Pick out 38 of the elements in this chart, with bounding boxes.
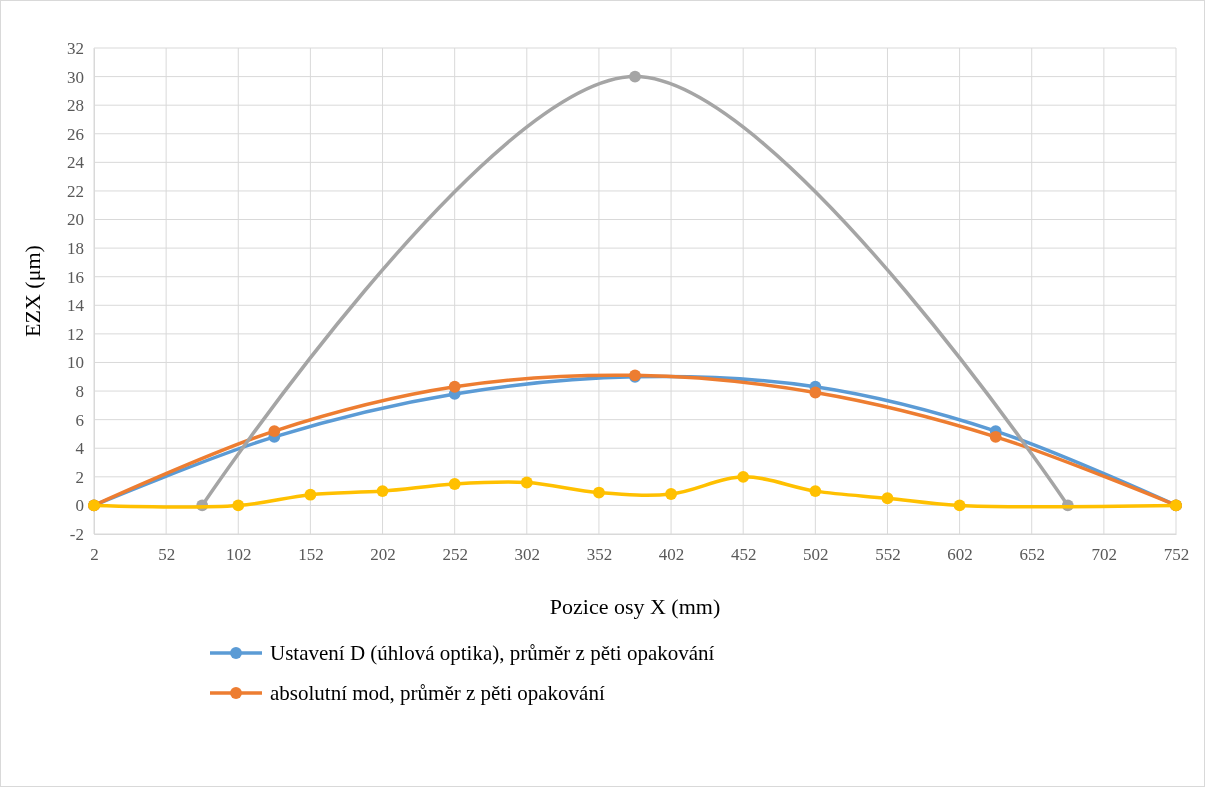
y-tick-label: 32 <box>67 38 84 58</box>
x-tick-label: 302 <box>514 545 541 565</box>
y-tick-label: -2 <box>69 524 84 544</box>
x-tick-label: 502 <box>803 545 829 565</box>
y-tick-label: 8 <box>75 382 84 401</box>
y-axis-title: EZX (μm) <box>20 245 45 337</box>
x-tick-label: 602 <box>947 545 973 565</box>
x-tick-label: 402 <box>658 545 685 565</box>
y-tick-label: 14 <box>67 296 85 316</box>
x-tick-label: 552 <box>875 545 901 565</box>
x-tick-label: 52 <box>158 545 176 565</box>
x-tick-label: 102 <box>226 545 252 565</box>
x-tick-label: 352 <box>586 545 613 565</box>
x-tick-label: 152 <box>298 545 324 565</box>
y-tick-label: 16 <box>67 267 84 287</box>
y-tick-label: 28 <box>67 96 84 116</box>
legend-label: Ustavení D (úhlová optika), průměr z pěti opakování <box>270 641 715 665</box>
y-tick-label: 20 <box>67 210 84 230</box>
y-tick-label: 24 <box>67 153 85 173</box>
y-tick-label: 12 <box>67 324 84 344</box>
x-tick-label: 452 <box>730 545 757 565</box>
y-tick-label: 6 <box>75 410 84 430</box>
y-tick-label: 22 <box>67 181 84 201</box>
y-tick-label: 10 <box>67 353 84 373</box>
y-tick-label: 2 <box>75 467 84 487</box>
x-tick-label: 752 <box>1163 545 1190 565</box>
x-tick-label: 252 <box>442 545 468 565</box>
x-axis-title: Pozice osy X (mm) <box>549 594 721 619</box>
legend-label: absolutní mod, průměr z pěti opakování <box>270 681 605 705</box>
y-tick-label: 26 <box>67 124 84 144</box>
y-tick-label: 18 <box>67 239 84 259</box>
x-tick-label: 202 <box>370 545 396 565</box>
y-tick-label: 0 <box>75 496 84 516</box>
x-tick-label: 652 <box>1019 545 1045 565</box>
y-tick-label: 30 <box>67 67 84 87</box>
y-tick-label: 4 <box>75 439 85 459</box>
x-tick-label: 2 <box>90 545 99 565</box>
x-tick-label: 702 <box>1091 545 1118 565</box>
